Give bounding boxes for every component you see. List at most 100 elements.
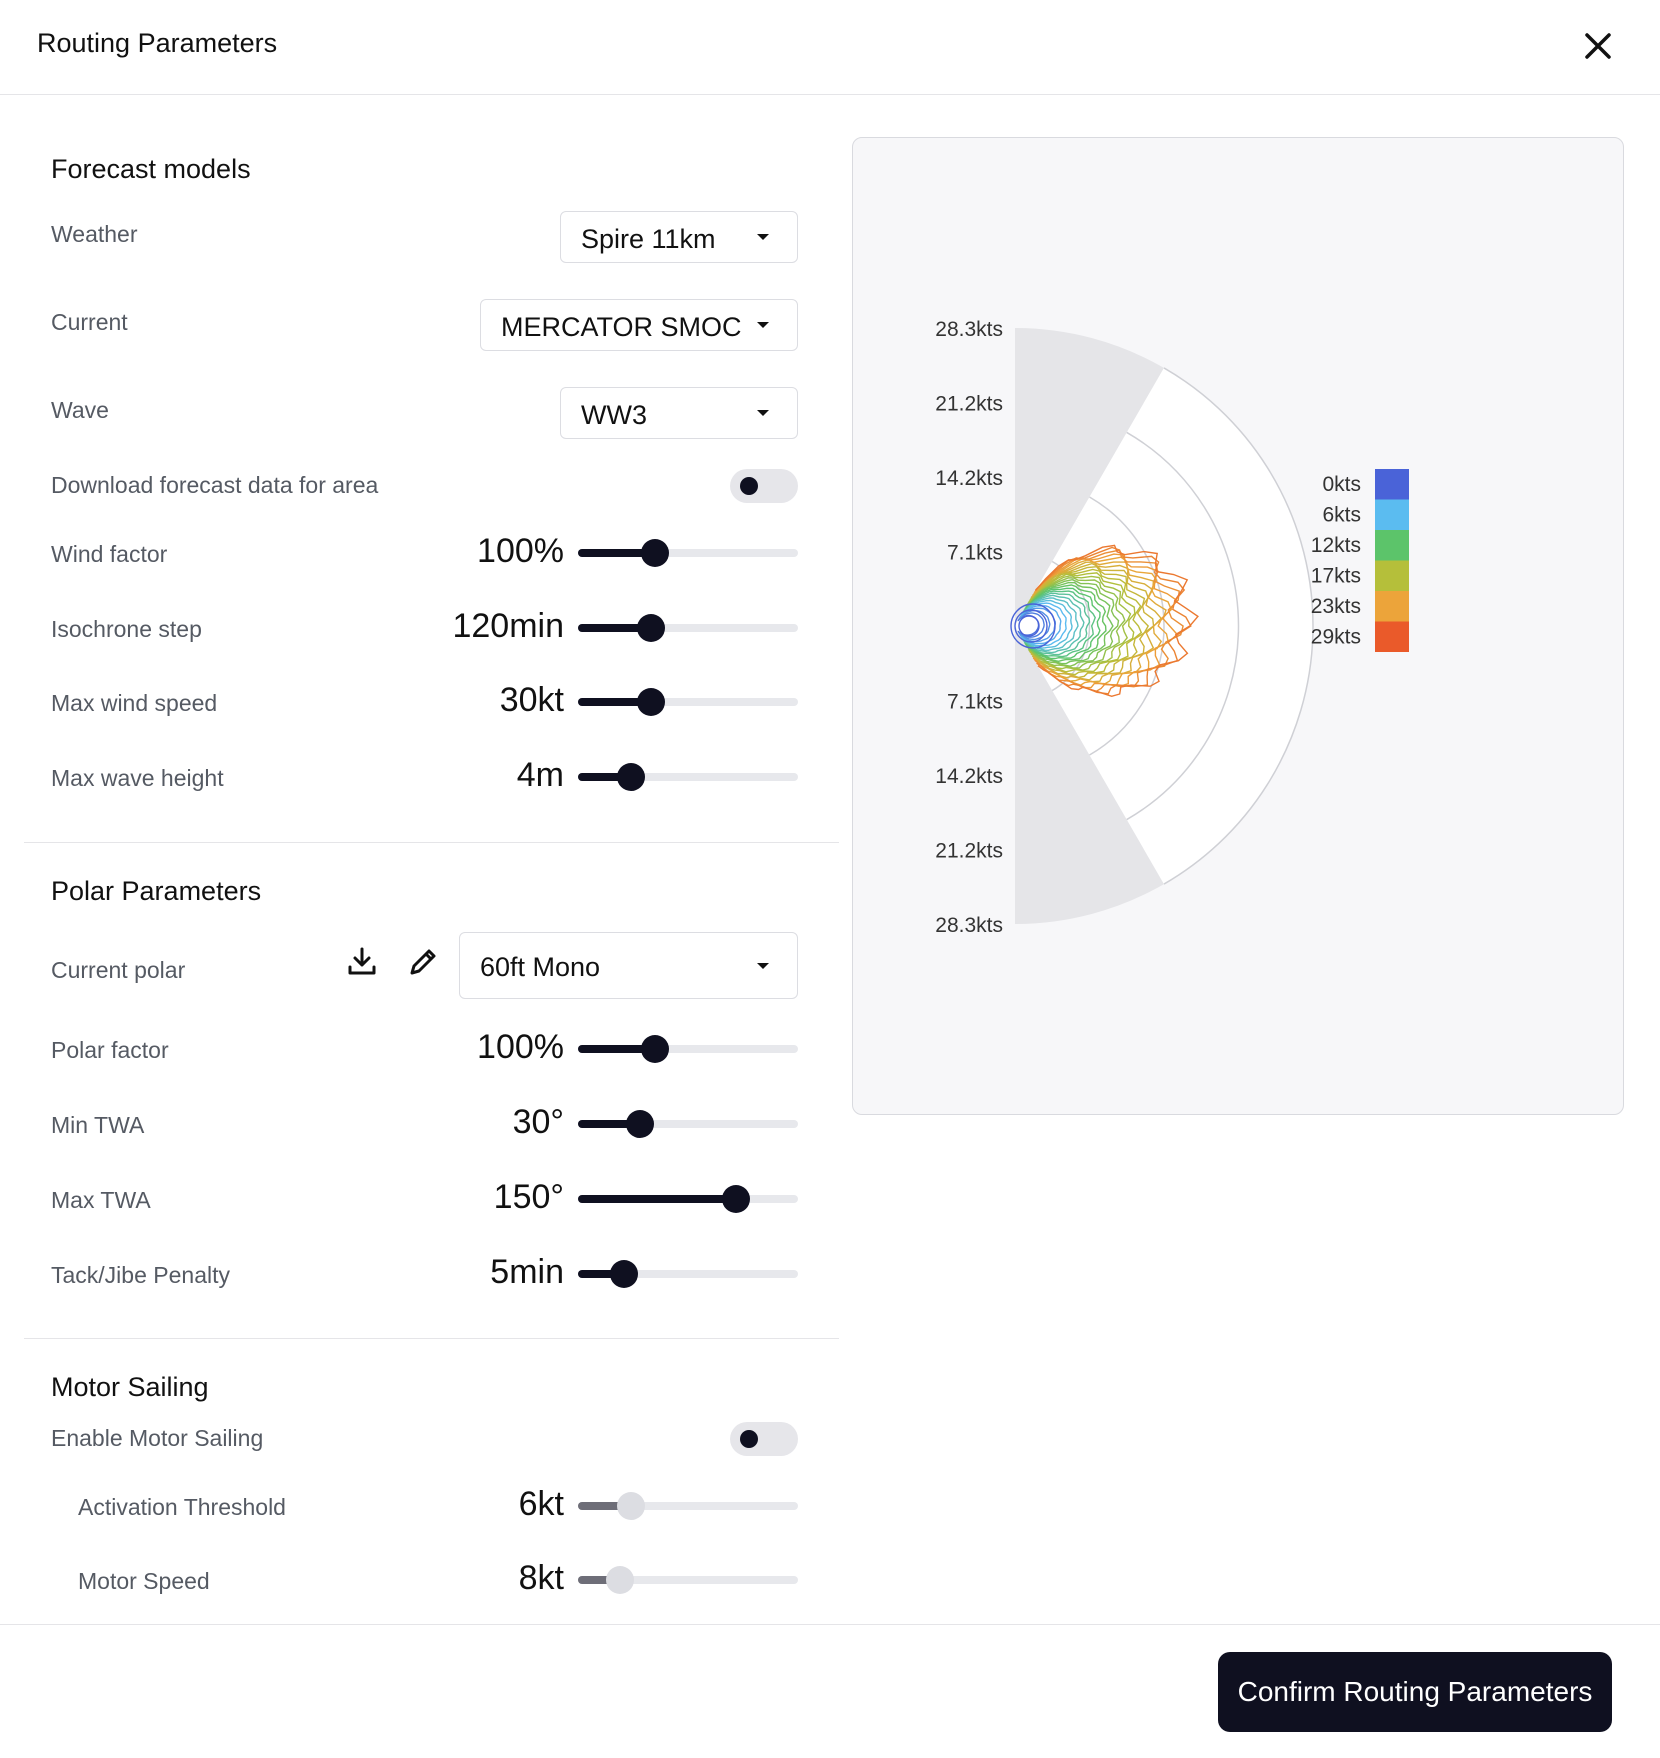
forecast-section-title: Forecast models bbox=[51, 154, 251, 184]
slider-thumb[interactable] bbox=[616, 1492, 645, 1520]
enable-motor-label: Enable Motor Sailing bbox=[51, 1425, 264, 1451]
min-twa-slider[interactable] bbox=[578, 1110, 798, 1138]
polar-curve bbox=[1018, 612, 1045, 638]
polar-curve bbox=[1020, 602, 1067, 647]
polar-factor-slider[interactable] bbox=[578, 1035, 798, 1063]
current-polar-label: Current polar bbox=[51, 957, 186, 983]
max-wind-speed-slider[interactable] bbox=[578, 688, 798, 716]
max-twa-slider[interactable] bbox=[578, 1185, 798, 1213]
no-go-sector-upwind bbox=[1015, 328, 1164, 626]
close-icon[interactable] bbox=[1578, 26, 1618, 66]
legend-label: 6kts bbox=[1322, 504, 1361, 527]
section-divider bbox=[24, 1338, 839, 1339]
radial-tick-label: 7.1kts bbox=[947, 691, 1003, 714]
wind-factor-slider[interactable] bbox=[578, 539, 798, 567]
legend-label: 29kts bbox=[1311, 626, 1361, 649]
wave-select-value: WW3 bbox=[581, 400, 647, 430]
polar-curve bbox=[1018, 615, 1040, 637]
download-forecast-toggle[interactable] bbox=[730, 469, 798, 503]
edit-pencil-icon[interactable] bbox=[406, 945, 440, 979]
slider-thumb[interactable] bbox=[641, 1035, 669, 1063]
polar-chart: 28.3kts 21.2kts 14.2kts 7.1kts 7.1kts 14.2kts… bbox=[935, 318, 1409, 937]
polar-curve bbox=[1023, 592, 1091, 656]
radial-tick-label: 21.2kts bbox=[935, 393, 1003, 416]
radial-grid-ring bbox=[1126, 431, 1240, 821]
slider-thumb[interactable] bbox=[605, 1566, 634, 1594]
caret-down-icon bbox=[757, 410, 769, 416]
polar-curve bbox=[1014, 609, 1048, 643]
slider-thumb[interactable] bbox=[610, 1260, 639, 1288]
radial-tick-label: 28.3kts bbox=[935, 914, 1003, 937]
isochrone-step-value: 120min bbox=[452, 607, 564, 645]
legend-label: 17kts bbox=[1311, 565, 1361, 588]
polar-curve bbox=[1022, 594, 1085, 654]
legend-swatch bbox=[1375, 499, 1409, 530]
radial-tick-label: 28.3kts bbox=[935, 318, 1003, 341]
polar-curve bbox=[1034, 544, 1199, 698]
wind-factor-label: Wind factor bbox=[51, 541, 168, 567]
legend-swatch bbox=[1375, 560, 1409, 591]
max-wind-speed-value: 30kt bbox=[499, 681, 564, 719]
polar-select[interactable]: 60ft Mono bbox=[459, 932, 798, 999]
enable-motor-toggle[interactable] bbox=[730, 1422, 798, 1456]
confirm-routing-button[interactable]: Confirm Routing Parameters bbox=[1218, 1652, 1612, 1732]
isochrone-step-label: Isochrone step bbox=[51, 616, 202, 642]
polar-curve bbox=[1024, 587, 1101, 660]
radial-tick-label: 14.2kts bbox=[935, 765, 1003, 788]
radial-grid-ring bbox=[1163, 367, 1314, 885]
slider-thumb[interactable] bbox=[616, 763, 645, 791]
min-twa-value: 30° bbox=[512, 1103, 564, 1141]
max-twa-value: 150° bbox=[493, 1178, 564, 1216]
slider-thumb[interactable] bbox=[636, 614, 665, 642]
polar-curve bbox=[1020, 605, 1062, 645]
caret-down-icon bbox=[757, 322, 769, 328]
polar-curve bbox=[1026, 581, 1114, 665]
download-forecast-label: Download forecast data for area bbox=[51, 472, 379, 498]
current-select-value: MERCATOR SMOC bbox=[501, 312, 742, 342]
legend-label: 0kts bbox=[1322, 473, 1361, 496]
legend-swatch bbox=[1375, 530, 1409, 561]
activation-threshold-value: 6kt bbox=[518, 1485, 564, 1523]
polar-curves bbox=[1010, 544, 1199, 698]
wave-select[interactable]: WW3 bbox=[560, 387, 798, 439]
weather-select[interactable]: Spire 11km bbox=[560, 211, 798, 263]
max-wave-height-label: Max wave height bbox=[51, 765, 224, 791]
radial-grid-ring bbox=[1089, 496, 1165, 756]
polar-curve bbox=[1010, 603, 1056, 649]
polar-curve bbox=[1032, 553, 1179, 689]
download-icon[interactable] bbox=[345, 945, 379, 979]
polar-curve bbox=[1028, 574, 1132, 671]
tack-penalty-slider[interactable] bbox=[578, 1260, 798, 1288]
activation-threshold-slider[interactable] bbox=[578, 1492, 798, 1520]
polar-curve bbox=[1022, 597, 1079, 652]
current-select[interactable]: MERCATOR SMOC bbox=[480, 299, 798, 351]
slider-thumb[interactable] bbox=[625, 1110, 654, 1138]
dialog-header: Routing Parameters bbox=[0, 0, 1660, 95]
legend-swatch bbox=[1375, 621, 1409, 652]
legend-label: 23kts bbox=[1311, 595, 1361, 618]
legend-swatch bbox=[1375, 591, 1409, 622]
min-twa-label: Min TWA bbox=[51, 1112, 145, 1138]
max-wave-height-slider[interactable] bbox=[578, 763, 798, 791]
toggle-knob bbox=[740, 1430, 758, 1448]
no-go-sector-downwind bbox=[1015, 626, 1164, 924]
motor-speed-value: 8kt bbox=[518, 1559, 564, 1597]
polar-curve bbox=[1024, 590, 1096, 658]
motor-speed-label: Motor Speed bbox=[78, 1568, 210, 1594]
max-wind-speed-label: Max wind speed bbox=[51, 690, 218, 716]
max-twa-label: Max TWA bbox=[51, 1187, 151, 1213]
polar-curve bbox=[1028, 572, 1136, 673]
polar-curve bbox=[1027, 577, 1126, 669]
dialog-title: Routing Parameters bbox=[37, 28, 278, 58]
tack-penalty-label: Tack/Jibe Penalty bbox=[51, 1262, 230, 1288]
motor-section-title: Motor Sailing bbox=[51, 1372, 209, 1402]
slider-thumb[interactable] bbox=[636, 688, 665, 716]
isochrone-step-slider[interactable] bbox=[578, 614, 798, 642]
slider-thumb[interactable] bbox=[722, 1185, 751, 1213]
radial-tick-label: 14.2kts bbox=[935, 467, 1003, 490]
caret-down-icon bbox=[757, 234, 769, 240]
max-wave-height-value: 4m bbox=[516, 756, 564, 794]
motor-speed-slider[interactable] bbox=[578, 1566, 798, 1594]
slider-thumb[interactable] bbox=[641, 539, 669, 567]
toggle-knob bbox=[740, 477, 758, 495]
